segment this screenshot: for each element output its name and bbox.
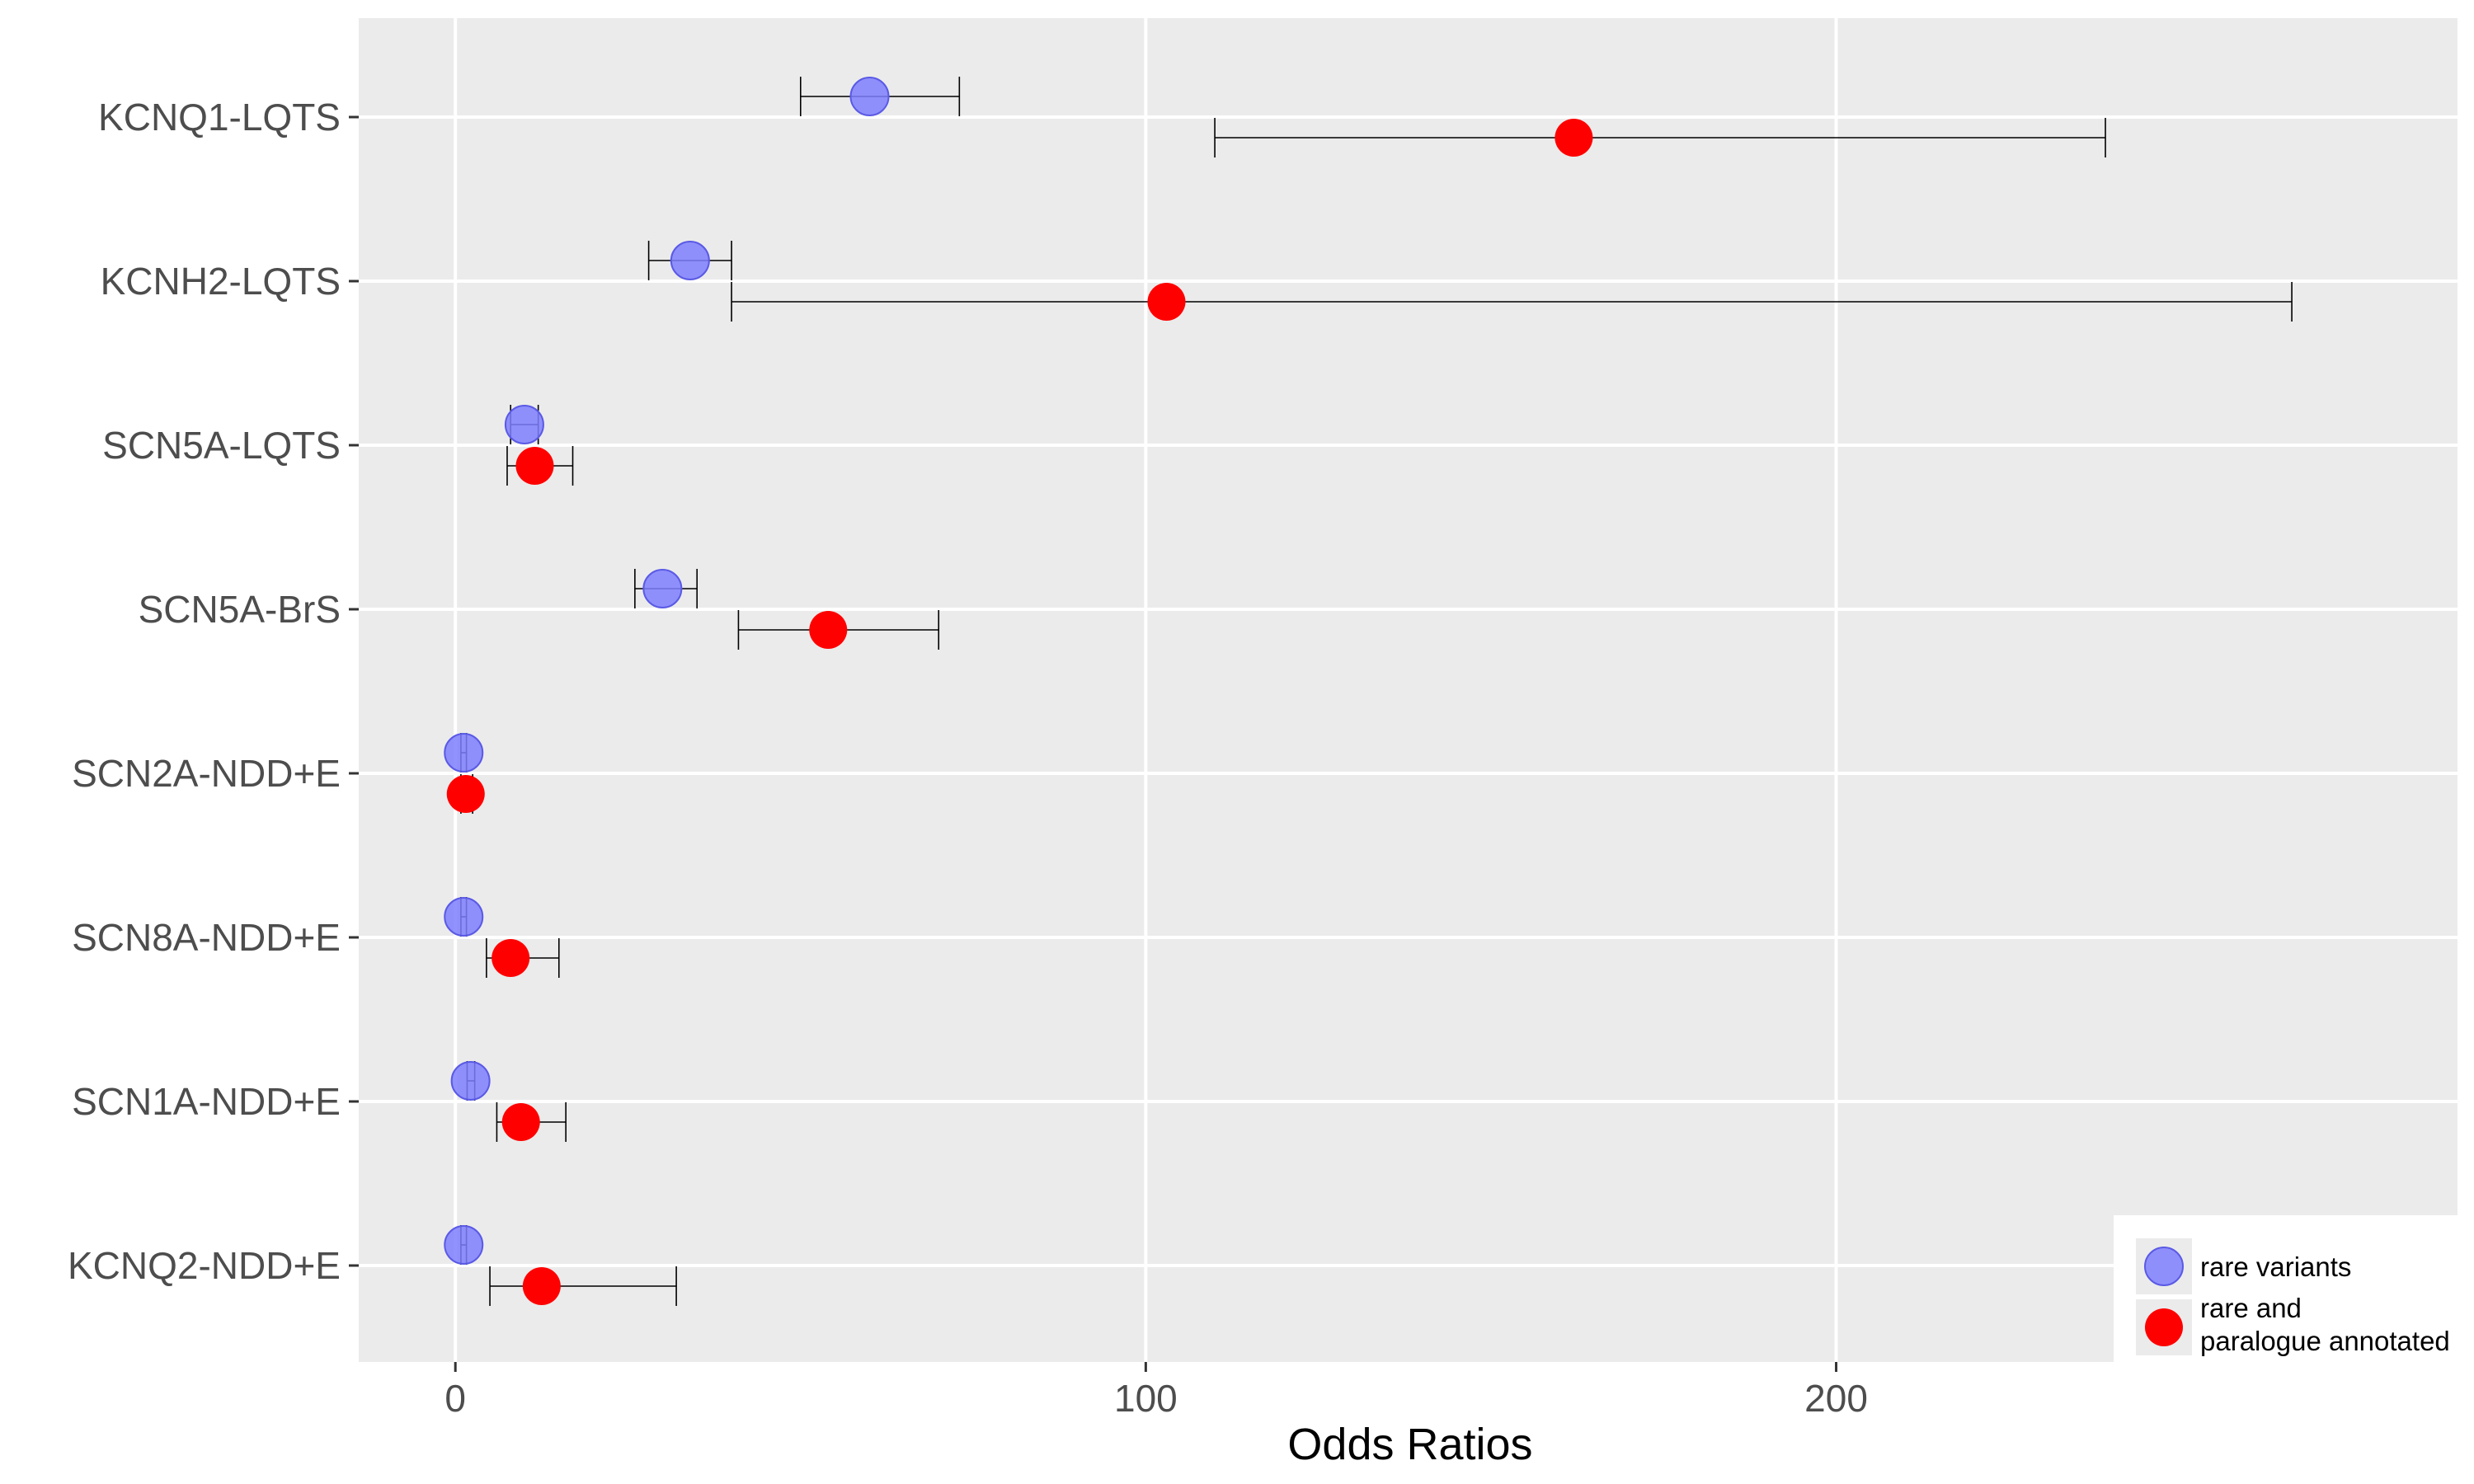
x-tick-label: 200 [1804,1377,1868,1420]
y-tick-label: SCN2A-NDD+E [72,752,341,795]
legend-key [2145,1308,2183,1346]
y-tick-label: KCNQ2-NDD+E [68,1244,341,1287]
data-point [849,77,890,116]
data-point [522,1267,561,1305]
legend-label: paralogue annotated [2200,1326,2450,1356]
y-tick-label: KCNQ1-LQTS [98,96,341,139]
y-tick-label: SCN5A-BrS [139,588,341,631]
data-point [504,405,544,444]
legend-key [2144,1247,2184,1286]
x-tick-label: 100 [1114,1377,1178,1420]
data-point [642,569,683,608]
legend-label: rare variants [2200,1252,2351,1282]
x-axis: 0 100 200 [444,1362,1868,1420]
data-point [501,1103,540,1141]
y-tick-label: SCN5A-LQTS [102,424,341,467]
data-point [446,775,485,813]
y-axis: KCNQ1-LQTS KCNH2-LQTS SCN5A-LQTS SCN5A-BrS S… [68,96,359,1287]
x-axis-title: Odds Ratios [1287,1420,1532,1469]
y-tick-label: SCN1A-NDD+E [72,1080,341,1123]
x-tick-label: 0 [444,1377,466,1420]
data-point [444,1225,484,1265]
data-points [444,77,1593,1305]
data-point [450,1061,491,1101]
y-tick-label: SCN8A-NDD+E [72,916,341,959]
data-point [1554,119,1593,157]
grid-lines [359,18,2458,1362]
data-point [809,611,848,649]
data-point [670,241,710,280]
data-point [1147,283,1186,321]
data-point [515,447,554,485]
data-point [444,897,484,937]
data-point [492,939,530,977]
plot-panel [359,18,2458,1362]
y-tick-label: KCNH2-LQTS [101,260,341,303]
data-point [444,733,484,773]
legend-label: rare and [2200,1293,2302,1323]
